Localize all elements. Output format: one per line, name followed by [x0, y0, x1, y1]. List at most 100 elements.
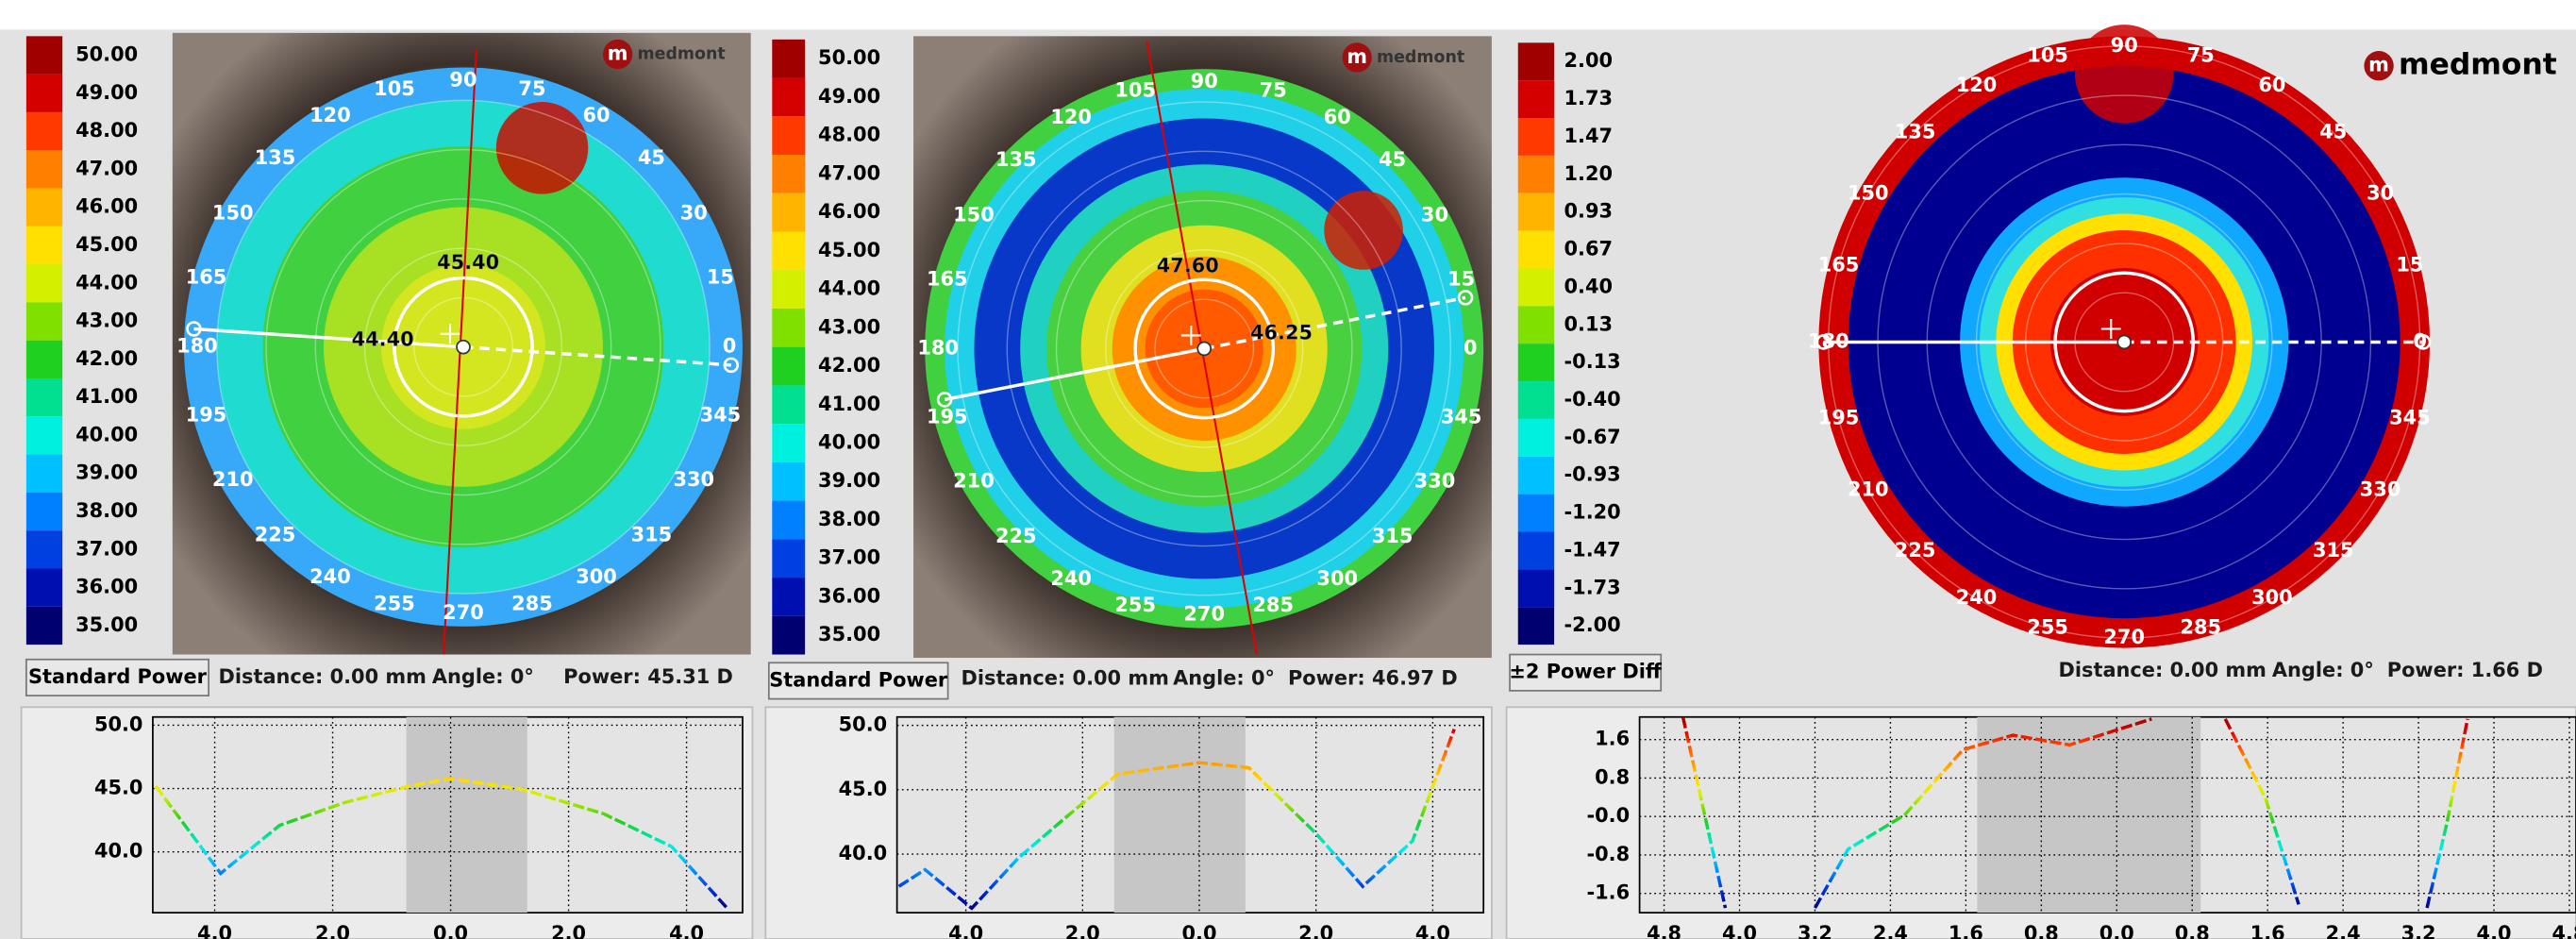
legend-label: 45.00 — [75, 233, 138, 256]
angle-label: 195 — [927, 405, 968, 428]
topography-map: 0153045607590105120135150165180195210225… — [913, 36, 1492, 658]
legend-label: 36.00 — [75, 576, 138, 598]
legend-label: -0.40 — [1564, 388, 1620, 411]
angle-label: 255 — [1114, 594, 1156, 616]
x-tick-label: 4.0 — [197, 922, 232, 939]
legend-label: 0.93 — [1564, 200, 1613, 223]
legend-swatch — [772, 462, 805, 501]
angle-label: 30 — [1421, 203, 1448, 226]
legend-swatch — [1518, 419, 1554, 457]
x-tick-label: 2.0 — [1298, 922, 1333, 939]
x-tick-label: 2.4 — [1873, 922, 1908, 939]
panel: 50.0049.0048.0047.0046.0045.0044.0043.00… — [765, 36, 1492, 939]
legend-swatch — [772, 501, 805, 540]
angle-label: 30 — [680, 202, 708, 225]
angle-label: 60 — [1324, 106, 1351, 128]
x-tick-label: 4.0 — [1722, 922, 1757, 939]
angle-label: 15 — [2396, 253, 2423, 276]
legend-swatch — [26, 302, 62, 340]
angle-label: 165 — [1818, 253, 1860, 276]
info-field: Power: 45.31 D — [563, 665, 733, 688]
legend-label: 2.00 — [1564, 49, 1613, 72]
legend-swatch — [26, 341, 62, 378]
x-tick-label: 4.0 — [1415, 922, 1450, 939]
angle-label: 150 — [1848, 182, 1889, 205]
legend-swatch — [772, 193, 805, 232]
central-zone — [1977, 717, 2200, 913]
x-tick-label: 2.0 — [315, 922, 350, 939]
angle-label: 210 — [953, 470, 995, 493]
legend-swatch — [1518, 80, 1554, 118]
legend-swatch — [1518, 344, 1554, 381]
y-tick-label: 1.6 — [1595, 728, 1630, 750]
angle-label: 330 — [2360, 478, 2401, 500]
map-value: 45.40 — [437, 251, 499, 274]
center-point — [1197, 342, 1211, 355]
legend-swatch — [1518, 42, 1554, 80]
angle-label: 210 — [212, 468, 254, 491]
x-tick-label: 1.6 — [2250, 922, 2285, 939]
angle-label: 165 — [927, 267, 968, 290]
legend-label: 41.00 — [75, 385, 138, 408]
legend-label: 38.00 — [75, 499, 138, 522]
angle-label: 270 — [2103, 626, 2145, 648]
legend-label: 0.13 — [1564, 312, 1613, 335]
angle-label: 270 — [443, 601, 484, 624]
angle-label: 285 — [2181, 615, 2222, 638]
angle-label: 300 — [1316, 567, 1358, 590]
angle-label: 240 — [309, 565, 351, 588]
x-tick-label: 0.0 — [2099, 922, 2134, 939]
info-field: Distance: 0.00 mm — [2059, 659, 2267, 681]
angle-label: 15 — [707, 266, 734, 289]
angle-label: 345 — [1441, 405, 1482, 428]
angle-label: 225 — [1895, 539, 1936, 562]
logo-mark: m — [2368, 54, 2389, 76]
info-field: Distance: 0.00 mm — [962, 667, 1169, 690]
x-tick-label: 0.0 — [1181, 922, 1216, 939]
angle-label: 60 — [582, 104, 610, 126]
angle-label: 330 — [673, 468, 714, 491]
logo-text: medmont — [2399, 48, 2557, 82]
legend-label: 43.00 — [75, 310, 138, 332]
legend-swatch — [26, 189, 62, 226]
angle-label: 210 — [1848, 478, 1889, 500]
mode-label: ±2 Power Diff — [1509, 661, 1662, 683]
angle-label: 150 — [212, 202, 254, 225]
legend-label: 43.00 — [818, 315, 880, 338]
angle-label: 315 — [631, 523, 673, 545]
x-tick-label: 1.6 — [1949, 922, 1983, 939]
legend-label: 45.00 — [818, 239, 880, 261]
y-tick-label: -0.0 — [1586, 804, 1630, 827]
angle-label: 150 — [953, 203, 995, 226]
x-tick-label: 0.0 — [433, 922, 468, 939]
angle-label: 0 — [2413, 329, 2427, 352]
legend-label: 44.00 — [818, 277, 880, 300]
legend-label: 37.00 — [75, 537, 138, 560]
legend-label: 46.00 — [818, 200, 880, 223]
legend-swatch — [1518, 495, 1554, 532]
legend-label: 48.00 — [818, 124, 880, 146]
x-tick-label: 3.2 — [1798, 922, 1832, 939]
info-field: Angle: 0° — [432, 665, 534, 688]
legend-swatch — [26, 36, 62, 74]
legend-label: 46.00 — [75, 195, 138, 218]
legend-swatch — [26, 112, 62, 150]
x-tick-label: 4.0 — [2477, 922, 2512, 939]
angle-label: 270 — [1183, 603, 1225, 626]
angle-label: 0 — [1464, 336, 1478, 359]
legend-swatch — [26, 75, 62, 112]
angle-label: 285 — [511, 592, 553, 614]
legend-swatch — [26, 455, 62, 493]
y-tick-label: 0.8 — [1595, 765, 1630, 788]
legend-swatch — [772, 616, 805, 655]
angle-label: 345 — [2389, 407, 2431, 429]
y-tick-label: 45.0 — [839, 778, 888, 800]
angle-label: 135 — [995, 148, 1037, 171]
angle-label: 330 — [1414, 470, 1456, 493]
x-tick-label: 2.0 — [551, 922, 586, 939]
legend-label: 41.00 — [818, 393, 880, 415]
legend-swatch — [772, 424, 805, 462]
map-blob — [496, 102, 589, 194]
legend-label: 42.00 — [75, 347, 138, 370]
angle-label: 120 — [309, 104, 351, 126]
